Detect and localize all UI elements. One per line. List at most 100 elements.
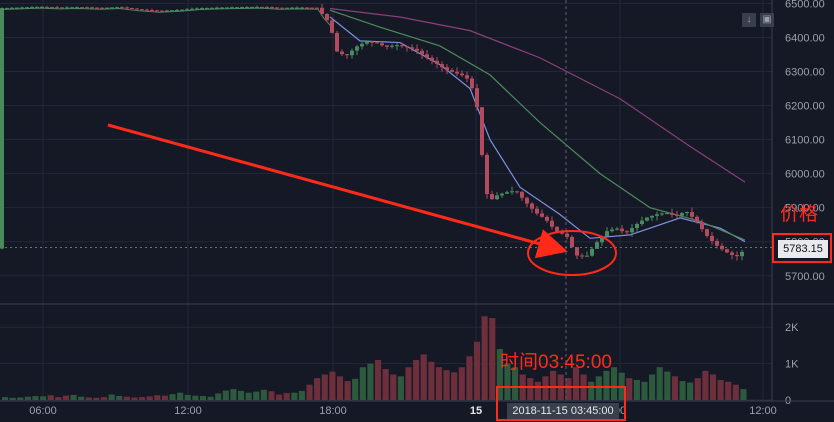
volume-bar [215, 393, 222, 400]
ma-fast-line [329, 16, 746, 243]
volume-bar [359, 367, 366, 400]
moving-averages [0, 7, 746, 243]
volume-bar [237, 390, 245, 400]
candle-body [330, 20, 334, 33]
volume-bar [245, 392, 252, 400]
price-tick-label: 6100.00 [785, 135, 825, 147]
volume-bar [268, 391, 275, 400]
candle-body [485, 154, 489, 195]
volume-bar [649, 374, 656, 400]
candle-body [340, 51, 344, 55]
arrow-down-icon[interactable]: ↓ [742, 13, 756, 27]
candle-body [640, 220, 644, 225]
volume-tick-label: 2K [785, 322, 799, 334]
candle-body [620, 228, 624, 232]
candle-body [0, 8, 4, 249]
candle-body [325, 13, 329, 21]
candle-body [160, 10, 164, 12]
candle-body [75, 7, 79, 9]
volume-bar [131, 397, 138, 400]
volume-bar [443, 370, 450, 400]
volume-bar [458, 367, 465, 400]
price-tick-label: 6500.00 [785, 0, 825, 10]
candle-body [710, 235, 714, 242]
candlesticks [0, 4, 744, 261]
candle-body [445, 67, 449, 71]
candle-body [125, 7, 129, 9]
volume-bar [489, 318, 496, 400]
volume-bar [85, 397, 92, 400]
box-icon[interactable]: ▣ [760, 13, 774, 27]
volume-bar [100, 397, 108, 400]
candle-body [675, 214, 679, 216]
volume-bar [177, 392, 184, 400]
volume-bar [496, 349, 503, 400]
candle-body [420, 50, 424, 55]
volume-bar [2, 397, 9, 400]
price-tick-label: 6000.00 [785, 169, 825, 181]
candle-body [260, 6, 264, 8]
candle-body [280, 7, 284, 9]
candle-body [515, 191, 519, 193]
candle-body [175, 10, 179, 12]
candle-body [10, 7, 14, 9]
candle-body [95, 7, 99, 9]
volume-bar [184, 394, 191, 400]
candle-body [220, 7, 224, 9]
candle-body [110, 7, 114, 9]
candle-body [735, 254, 739, 257]
candle-body [285, 7, 289, 9]
candle-body [300, 7, 304, 9]
volume-bar [641, 381, 648, 400]
volume-bar [40, 396, 47, 400]
candle-body [20, 7, 24, 9]
candle-body [335, 32, 339, 52]
candle-body [80, 7, 84, 9]
crosshair-time-tag: 2018-11-15 03:45:00 [507, 403, 619, 420]
volume-bar [603, 370, 610, 400]
volume-bar [717, 379, 724, 400]
candle-body [155, 10, 159, 12]
volume-bar [390, 374, 397, 400]
volume-bar [291, 392, 298, 400]
candle-body [105, 7, 109, 9]
candle-body [695, 216, 699, 223]
candle-body [5, 7, 9, 9]
candle-body [480, 107, 484, 155]
volume-bar [565, 378, 572, 400]
volume-bar [344, 381, 351, 400]
candle-body [45, 6, 49, 8]
candle-body [270, 7, 274, 9]
price-tick-label: 5700.00 [785, 271, 825, 283]
volume-bar [146, 396, 153, 400]
candle-body [630, 228, 634, 233]
candle-body [740, 251, 744, 257]
volume-bar [466, 356, 473, 400]
candle-body [55, 7, 59, 9]
price-tick-label: 5900.00 [785, 203, 825, 215]
candle-body [70, 7, 74, 9]
price-tick-label: 6300.00 [785, 66, 825, 78]
candle-body [635, 224, 639, 229]
candle-body [365, 41, 369, 44]
volume-bar [405, 367, 412, 400]
volume-bar [9, 397, 16, 400]
volume-bar [542, 376, 549, 400]
candle-body [625, 231, 629, 233]
volume-tick-label: 1K [785, 359, 799, 371]
candle-body [50, 7, 54, 9]
volume-bar [154, 395, 161, 400]
candle-body [585, 255, 589, 257]
price-annotation-label: 价格 [780, 204, 819, 225]
candle-body [115, 7, 119, 9]
volume-bar [512, 367, 519, 400]
candle-body [375, 42, 379, 44]
candle-body [295, 7, 299, 9]
time-highlight-box [496, 386, 626, 421]
annotation-circle [527, 230, 617, 276]
candle-body [245, 7, 249, 9]
candle-body [320, 7, 324, 14]
volume-bar [139, 397, 146, 400]
candle-body [35, 6, 39, 8]
